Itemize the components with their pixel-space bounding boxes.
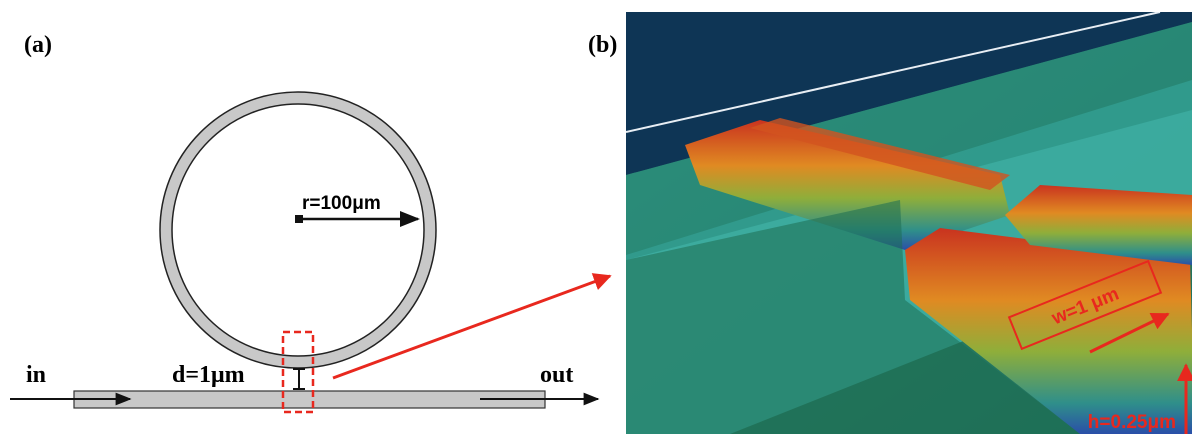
panel-label: (a) [24, 32, 52, 58]
panel-label: (b) [588, 32, 617, 58]
ring-center [295, 215, 303, 223]
output-label: out [540, 362, 573, 388]
gap-marker [293, 369, 305, 389]
input-label: in [26, 362, 46, 388]
bus-waveguide [74, 391, 545, 408]
height-label: h=0.25μm [1088, 412, 1176, 433]
ring-inner [172, 104, 424, 356]
gap-label: d=1μm [172, 362, 245, 388]
figure: (a) r=100μm in d=1μm out (b) w=1 μm h=0.… [0, 0, 1192, 434]
radius-label: r=100μm [302, 193, 381, 214]
afm-image: w=1 μm h=0.25μm [626, 12, 1192, 434]
